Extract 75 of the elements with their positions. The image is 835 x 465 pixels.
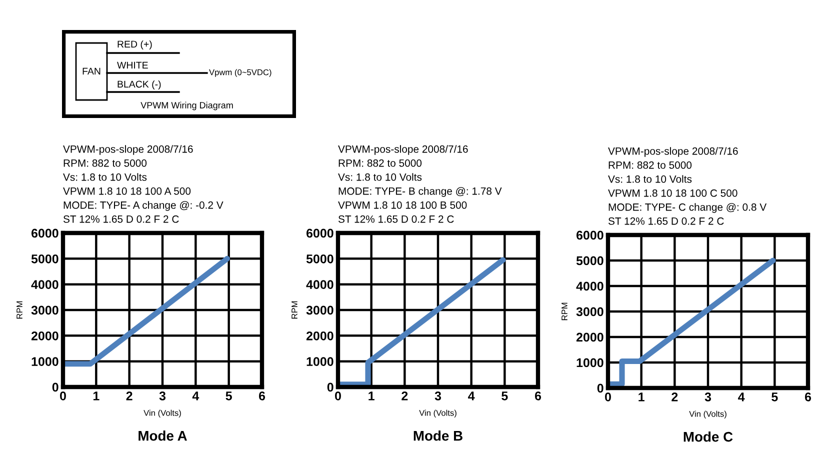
y-tick-label: 2000 bbox=[576, 332, 604, 342]
y-tick-label: 4000 bbox=[306, 280, 334, 289]
x-tick-label: 0 bbox=[60, 391, 66, 400]
y-axis-title: RPM bbox=[16, 301, 22, 319]
text: RPM: 882 to 5000 bbox=[608, 161, 692, 169]
text: MODE: TYPE- C change @: 0.8 V bbox=[608, 203, 767, 213]
text: Vpwm (0~5VDC) bbox=[209, 69, 272, 77]
x-tick-label: 5 bbox=[226, 392, 232, 400]
y-tick-label: 1000 bbox=[576, 358, 604, 368]
x-tick-label: 4 bbox=[738, 392, 745, 402]
x-tick-label: 5 bbox=[772, 392, 778, 402]
x-tick-label: 2 bbox=[126, 391, 132, 400]
x-tick-label: 0 bbox=[335, 391, 341, 400]
text: Vs: 1.8 to 10 Volts bbox=[608, 175, 692, 183]
x-tick-label: 6 bbox=[534, 391, 542, 400]
y-tick-label: 2000 bbox=[306, 331, 334, 340]
text: VPWM 1.8 10 18 100 A 500 bbox=[63, 187, 191, 195]
y-tick-label: 5000 bbox=[31, 254, 58, 264]
x-tick-label: 3 bbox=[159, 391, 166, 400]
y-tick-label: 0 bbox=[327, 382, 334, 392]
text: Mode A bbox=[138, 430, 187, 441]
x-axis-title: Vin (Volts) bbox=[144, 410, 181, 418]
text: ST 12% 1.65 D 0.2 F 2 C bbox=[608, 217, 724, 225]
text: Vs: 1.8 to 10 Volts bbox=[338, 173, 422, 181]
text: WHITE bbox=[117, 62, 148, 69]
text: MODE: TYPE- B change @: 1.78 V bbox=[338, 187, 502, 197]
text: RPM: 882 to 5000 bbox=[64, 159, 147, 167]
y-tick-label: 6000 bbox=[306, 228, 334, 238]
y-tick-label: 3000 bbox=[31, 306, 58, 315]
text: BLACK (-) bbox=[118, 80, 161, 90]
y-tick-label: 6000 bbox=[31, 228, 58, 238]
y-tick-label: 3000 bbox=[576, 307, 604, 316]
y-tick-label: 1000 bbox=[32, 357, 58, 366]
text: MODE: TYPE- A change @: -0.2 V bbox=[64, 201, 224, 211]
y-tick-label: 5000 bbox=[306, 254, 334, 264]
text: ST 12% 1.65 D 0.2 F 2 C bbox=[63, 215, 179, 223]
text: VPWM 1.8 10 18 100 C 500 bbox=[608, 189, 738, 197]
text: VPWM-pos-slope 2008/7/16 bbox=[63, 145, 193, 155]
text: Mode C bbox=[684, 432, 733, 442]
text: ST 12% 1.65 D 0.2 F 2 C bbox=[338, 215, 454, 223]
y-axis-title: RPM bbox=[562, 302, 568, 320]
y-tick-label: 2000 bbox=[31, 331, 58, 340]
x-tick-label: 3 bbox=[434, 391, 442, 400]
x-tick-label: 6 bbox=[804, 392, 812, 402]
text: RPM: 882 to 5000 bbox=[338, 159, 422, 167]
y-tick-label: 1000 bbox=[306, 357, 334, 366]
x-tick-label: 1 bbox=[93, 392, 100, 400]
y-tick-label: 5000 bbox=[576, 256, 604, 266]
text: VPWM-pos-slope 2008/7/16 bbox=[338, 145, 468, 155]
x-tick-label: 1 bbox=[368, 392, 374, 400]
x-tick-label: 3 bbox=[704, 392, 712, 402]
y-tick-label: 4000 bbox=[576, 282, 604, 291]
x-axis-title: Vin (Volts) bbox=[689, 410, 726, 419]
y-tick-label: 4000 bbox=[31, 280, 58, 289]
text: FAN bbox=[82, 68, 100, 75]
x-tick-label: 5 bbox=[502, 392, 508, 400]
y-tick-label: 0 bbox=[52, 382, 58, 392]
text: Mode B bbox=[414, 430, 462, 441]
x-tick-label: 6 bbox=[258, 391, 266, 400]
x-tick-label: 1 bbox=[638, 392, 644, 402]
x-tick-label: 4 bbox=[192, 392, 200, 400]
x-tick-label: 2 bbox=[672, 392, 678, 402]
text: Vs: 1.8 to 10 Volts bbox=[63, 173, 147, 181]
y-tick-label: 0 bbox=[597, 384, 604, 393]
text: RED (+) bbox=[118, 40, 152, 50]
y-axis-title: RPM bbox=[292, 301, 298, 319]
x-axis-title: Vin (Volts) bbox=[419, 410, 456, 418]
y-tick-label: 6000 bbox=[576, 230, 604, 240]
text: VPWM 1.8 10 18 100 B 500 bbox=[338, 201, 467, 209]
text: VPWM Wiring Diagram bbox=[140, 102, 233, 110]
x-tick-label: 0 bbox=[605, 392, 611, 402]
y-tick-label: 3000 bbox=[306, 306, 334, 315]
text: VPWM-pos-slope 2008/7/16 bbox=[608, 147, 738, 157]
x-tick-label: 4 bbox=[468, 392, 475, 400]
x-tick-label: 2 bbox=[402, 391, 408, 400]
